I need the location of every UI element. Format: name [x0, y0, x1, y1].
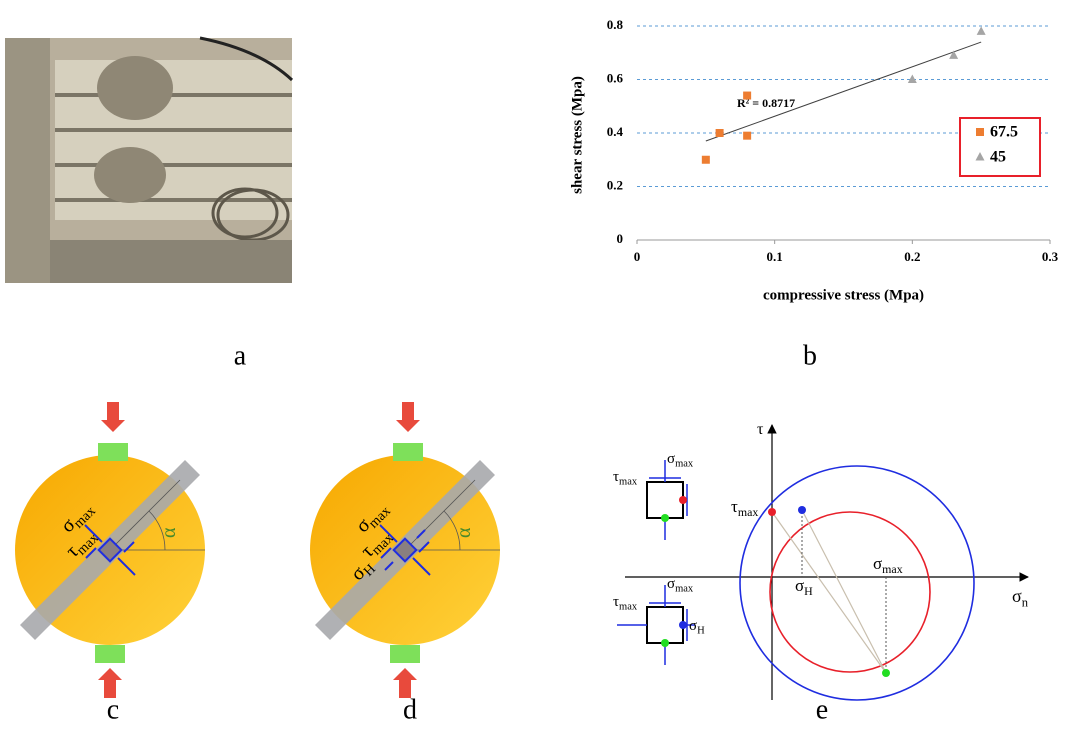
y-tick-label: 0.6: [607, 70, 624, 85]
point: [716, 129, 724, 137]
symbol-label: τmax: [613, 469, 638, 487]
point: [661, 514, 669, 522]
point: [743, 132, 751, 140]
legend-label: 67.5: [990, 124, 1018, 141]
subscript: max: [675, 584, 694, 595]
symbol: σ: [795, 576, 804, 595]
subscript: H: [804, 584, 813, 598]
subscript: max: [675, 459, 694, 470]
load-arrow: [396, 402, 420, 432]
symbol: τ: [757, 421, 764, 438]
legend-marker: [976, 128, 984, 136]
panel-label: b: [803, 340, 817, 371]
loading-plate: [98, 443, 128, 461]
subscript: max: [619, 477, 638, 488]
trendline: [706, 42, 981, 141]
symbol-label: α: [453, 527, 475, 538]
symbol: σ: [873, 554, 882, 573]
point: [949, 50, 958, 59]
photo: [5, 38, 292, 283]
symbol-label: τmax: [731, 497, 758, 519]
symbol-label: σmax: [667, 576, 694, 594]
loading-plate: [393, 443, 423, 461]
symbol-label: σH: [689, 618, 705, 636]
loading-plate: [95, 645, 125, 663]
symbol: σ: [667, 576, 675, 592]
symbol-label: σn: [1012, 586, 1029, 609]
subscript: max: [619, 602, 638, 613]
x-tick-label: 0.1: [767, 249, 783, 264]
x-axis-title: compressive stress (Mpa): [763, 287, 924, 303]
subscript: n: [1022, 595, 1029, 609]
point: [702, 156, 710, 164]
y-tick-label: 0.8: [607, 17, 624, 32]
point: [977, 26, 986, 34]
symbol: α: [453, 527, 475, 538]
subscript: H: [697, 626, 705, 637]
symbol-label: τmax: [613, 594, 638, 612]
element: [647, 607, 683, 643]
symbol-label: τ: [757, 421, 764, 438]
point: [679, 496, 687, 504]
y-tick-label: 0.4: [607, 124, 624, 139]
symbol-label: σH: [795, 576, 813, 598]
x-tick-label: 0.2: [904, 249, 920, 264]
panel-label: e: [816, 694, 828, 725]
element: [647, 482, 683, 518]
panel-label: d: [403, 694, 417, 725]
panel-label: c: [107, 694, 119, 725]
point: [661, 639, 669, 647]
symbol: σ: [667, 451, 675, 467]
symbol-label: α: [158, 527, 180, 538]
symbol-label: σmax: [667, 451, 694, 469]
subscript: max: [882, 562, 903, 576]
subscript: max: [738, 505, 759, 519]
symbol: σ: [689, 618, 697, 634]
y-tick-label: 0: [617, 231, 624, 246]
y-axis-title: shear stress (Mpa): [569, 76, 585, 194]
symbol: σ: [1012, 586, 1022, 606]
symbol-label: σmax: [873, 554, 903, 576]
y-tick-label: 0.2: [607, 177, 623, 192]
loading-plate: [390, 645, 420, 663]
symbol: α: [158, 527, 180, 538]
point: [679, 621, 687, 629]
legend-label: 45: [990, 149, 1006, 166]
figure: σmaxτmaxα σmaxτmaxσHα τσnτmaxσHσmaxτmaxσ…: [0, 0, 1069, 740]
load-arrow: [101, 402, 125, 432]
x-tick-label: 0: [634, 249, 641, 264]
point: [743, 92, 751, 100]
point: [908, 75, 917, 84]
x-tick-label: 0.3: [1042, 249, 1059, 264]
panel-label: a: [234, 340, 247, 371]
